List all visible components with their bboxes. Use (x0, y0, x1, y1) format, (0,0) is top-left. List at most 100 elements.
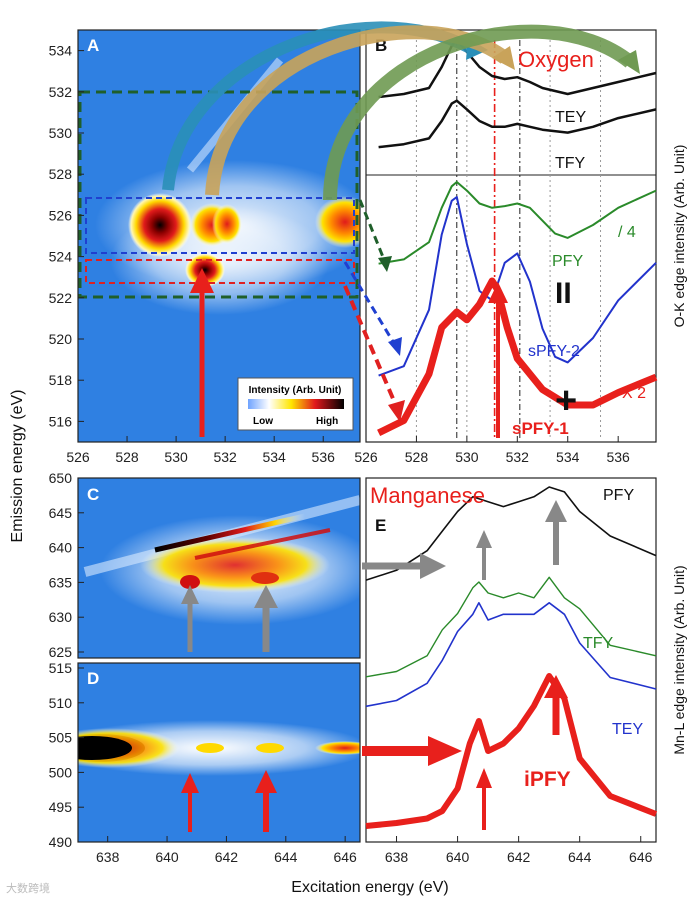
x-tick-label: 640 (446, 849, 470, 865)
y-tick-label: 505 (49, 730, 73, 746)
panel-c-heatmap: C (77, 477, 361, 659)
gray-arrow-head (254, 585, 278, 608)
plus-sign: + (555, 380, 577, 422)
dashed-arrow-blue (343, 261, 397, 346)
x-tick-label: 534 (262, 449, 286, 465)
equals-sign: II (555, 277, 572, 310)
series-line-pfy (365, 486, 657, 581)
series-line-tey (365, 602, 657, 708)
series-line-tey (378, 38, 657, 99)
heatmap-peak (256, 743, 284, 753)
y-tick-label: 495 (49, 799, 73, 815)
dashed-arrow-green (358, 199, 387, 263)
y-tick-label: 524 (49, 249, 73, 265)
red-arrow-d-head (255, 770, 277, 793)
y-tick-label: 645 (49, 505, 73, 521)
dashed-arrow-red (343, 285, 399, 409)
oxygen-series (377, 38, 658, 437)
y-tick-label: 650 (49, 470, 73, 486)
y-tick-label: 520 (49, 331, 73, 347)
y-tick-label: 530 (49, 125, 73, 141)
x-tick-label: 526 (354, 449, 378, 465)
panel-d-heatmap: D (77, 662, 361, 843)
y-tick-label: 515 (49, 660, 73, 676)
x2-label: X 2 (622, 385, 646, 402)
dashed-arrow-blue-head (388, 337, 402, 356)
panel-b-x-ticks: 526 528 530 532 534 536 (354, 436, 630, 465)
series-line-pfy (378, 181, 657, 265)
x-tick-label: 530 (164, 449, 188, 465)
y-tick-label: 490 (49, 834, 73, 850)
series-line-spfy-2 (378, 196, 657, 377)
ipfy-label: iPFY (524, 768, 571, 791)
x-axis-title: Excitation energy (eV) (291, 879, 448, 896)
x-tick-label: 642 (507, 849, 531, 865)
y-tick-label: 518 (49, 372, 73, 388)
x-tick-label: 532 (506, 449, 530, 465)
x-tick-label: 640 (155, 849, 179, 865)
panel-d-x-ticks: 638 640 642 644 646 (96, 836, 357, 865)
emission-line (154, 513, 306, 553)
x-tick-label: 530 (455, 449, 479, 465)
spfy2-label: sPFY-2 (528, 343, 580, 360)
x-tick-label: 638 (385, 849, 409, 865)
panel-a-y-ticks: 516 518 520 522 524 526 528 530 532 534 (49, 43, 84, 429)
legend-low: Low (253, 416, 273, 427)
panel-a-letter: A (87, 36, 99, 55)
series-line-spfy-1 (377, 277, 658, 437)
pfy-label-e: PFY (603, 487, 634, 504)
heatmap-peak (128, 193, 192, 257)
arrow-d-to-e-head (428, 736, 462, 766)
series-line-tfy (378, 99, 657, 149)
x-tick-label: 638 (96, 849, 120, 865)
panel-e-x-ticks: 638 640 642 644 646 (385, 836, 653, 865)
y-tick-label: 534 (49, 43, 73, 59)
pfy-label-b: PFY (552, 253, 583, 270)
tfy-label-b: TFY (555, 155, 586, 172)
x-tick-label: 528 (115, 449, 139, 465)
intensity-legend: Intensity (Arb. Unit) Low High (237, 377, 354, 431)
reference-lines (415, 40, 602, 440)
curved-arrow-green-head (618, 50, 640, 74)
heatmap-peak (315, 741, 360, 755)
curved-arrow-green (323, 24, 635, 201)
pfy-scale-label: / 4 (618, 224, 636, 241)
panel-d-y-ticks: 490 495 500 505 510 515 (49, 660, 84, 850)
y-axis-title: Emission energy (eV) (9, 390, 26, 543)
heatmap-peak (251, 572, 279, 584)
red-arrow-e-head (544, 675, 568, 698)
gray-arrow-head (181, 585, 199, 604)
y-tick-label: 500 (49, 764, 73, 780)
y-tick-label: 516 (49, 413, 73, 429)
heatmap-peak (212, 204, 242, 244)
x-tick-label: 646 (333, 849, 357, 865)
series-line-ipfy (365, 673, 658, 829)
x-tick-label: 536 (312, 449, 336, 465)
y-tick-label: 630 (49, 609, 73, 625)
heatmap-peak (196, 743, 224, 753)
gray-arrow-e-head (545, 500, 567, 522)
y-tick-label: 635 (49, 574, 73, 590)
panel-e-manganese-spectra: Manganese E PFY TFY TEY iPFY (365, 477, 658, 843)
series-line-tfy (365, 576, 657, 678)
red-arrow-d-head (181, 773, 199, 793)
x-tick-label: 644 (568, 849, 592, 865)
panel-b-oxygen-spectra: B Oxygen TEY TFY / 4 PFY II sPFY-2 + X 2… (365, 29, 658, 443)
tey-label-b: TEY (555, 109, 586, 126)
legend-high: High (316, 416, 338, 427)
heatmap-peak (180, 575, 200, 589)
y-tick-label: 510 (49, 695, 73, 711)
heatmap-peak (185, 253, 225, 287)
y-tick-label: 522 (49, 290, 73, 306)
blue-dashed-box (85, 197, 355, 254)
red-arrow-e-head (476, 768, 492, 788)
panel-a-heatmap: Intensity (Arb. Unit) Low High A (77, 29, 361, 443)
curved-arrow-tan-head (492, 46, 515, 70)
x-tick-label: 526 (66, 449, 90, 465)
legend-title: Intensity (Arb. Unit) (249, 385, 342, 396)
panel-d-letter: D (87, 669, 99, 688)
right-axis-title-top: O-K edge intensity (Arb. Unit) (671, 145, 687, 328)
red-arrow-b-head (488, 282, 508, 303)
spfy1-label: sPFY-1 (512, 419, 569, 438)
y-tick-label: 526 (49, 207, 73, 223)
